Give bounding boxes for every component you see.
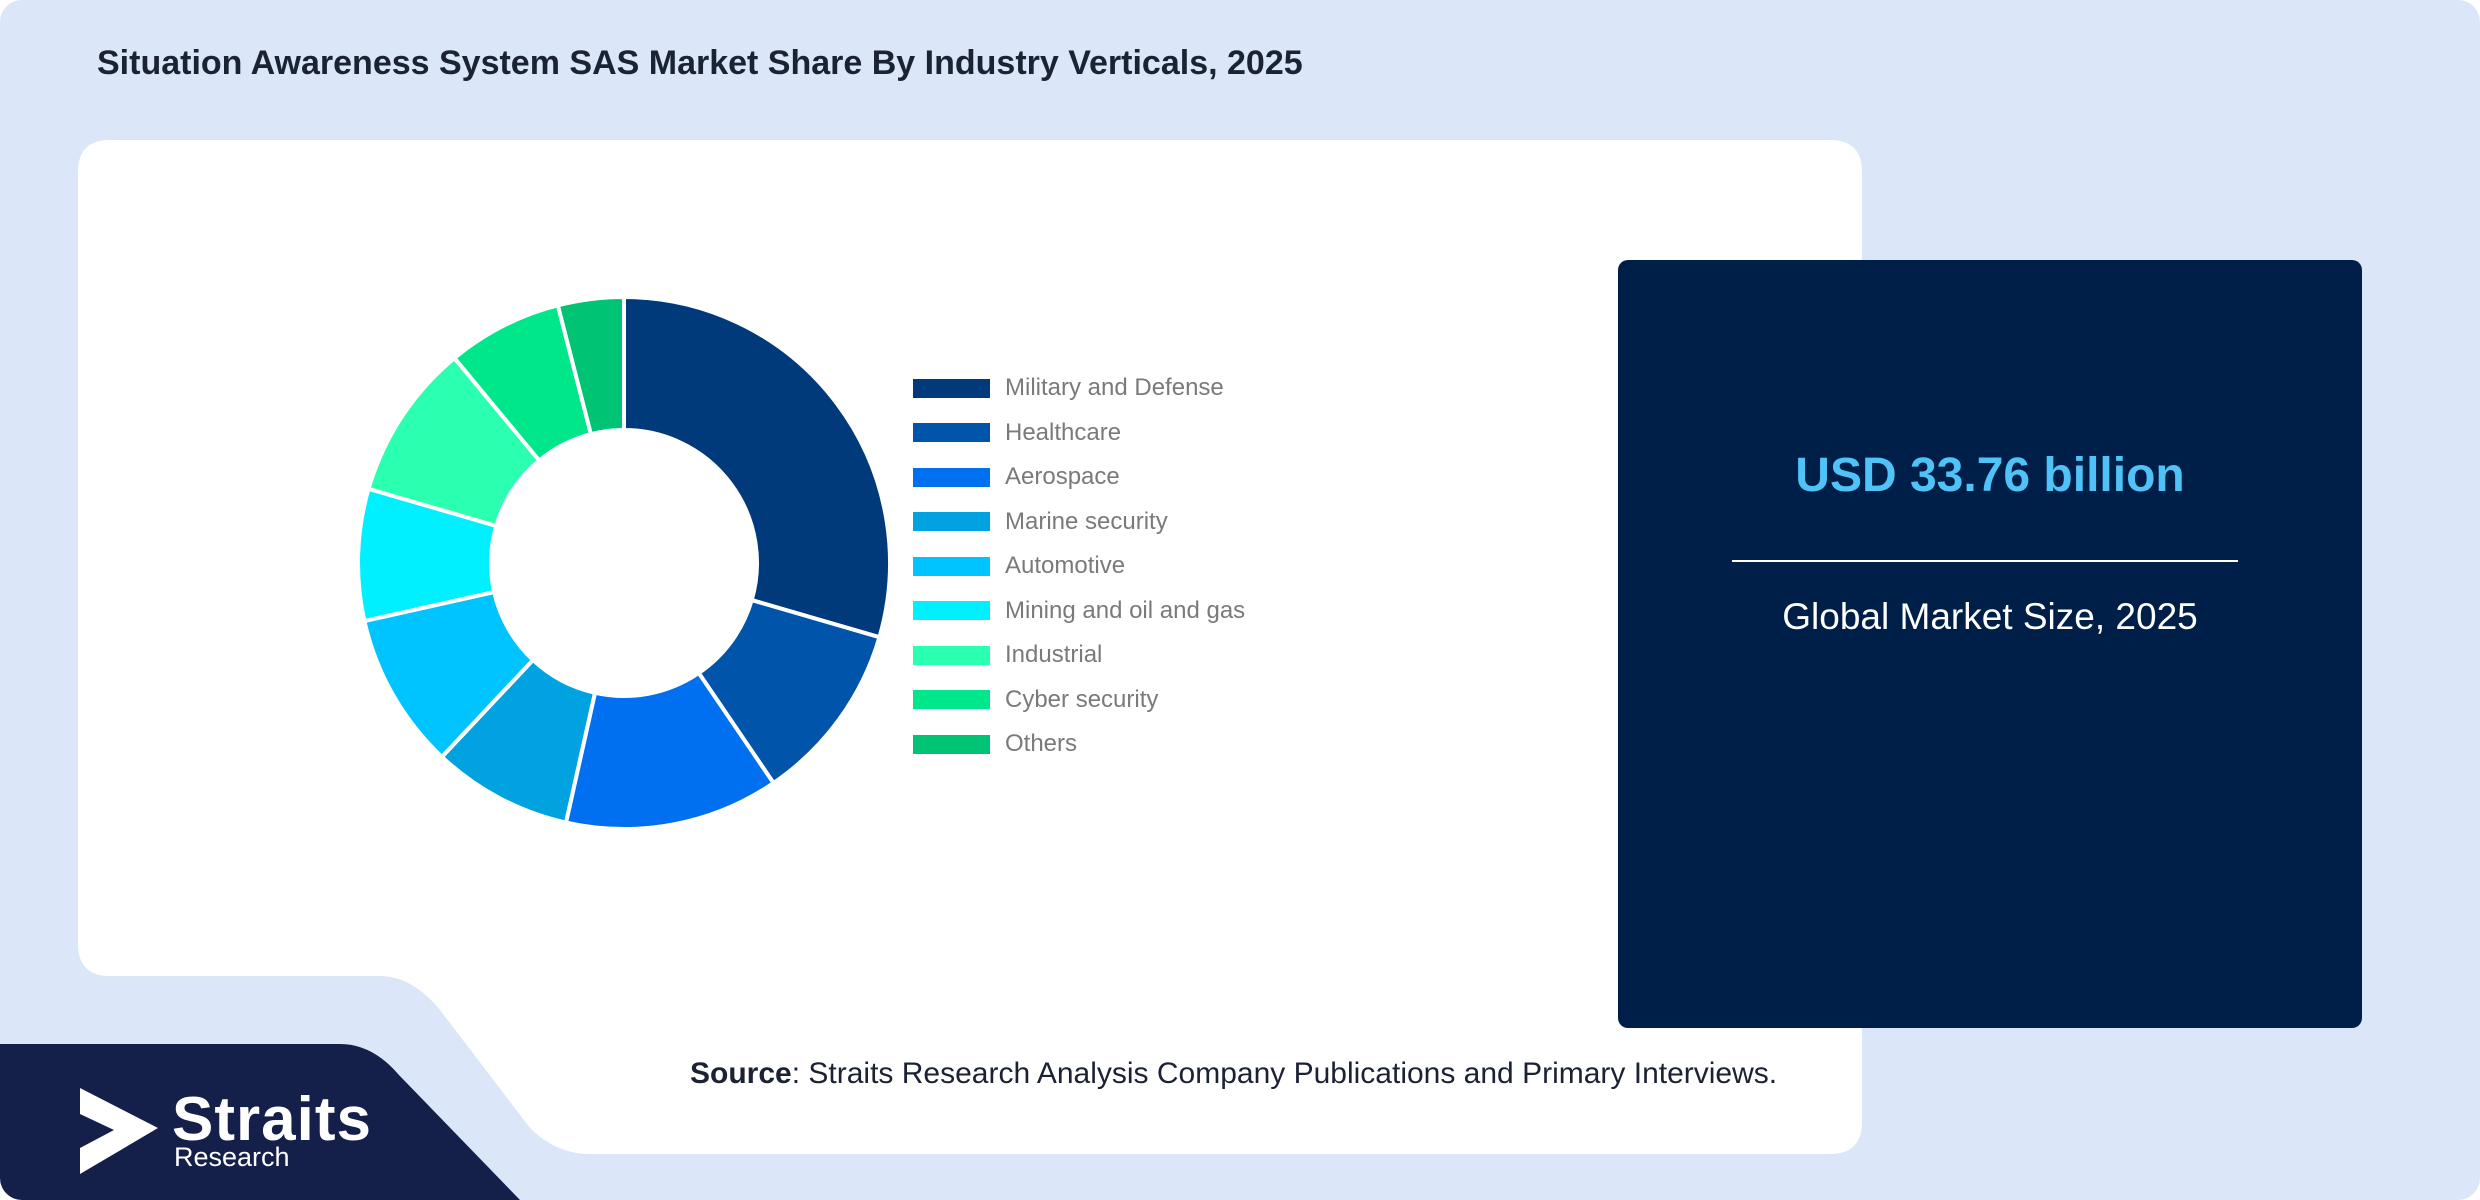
legend-swatch bbox=[913, 512, 990, 532]
legend-item: Cyber security bbox=[913, 678, 1245, 723]
legend-item: Industrial bbox=[913, 633, 1245, 678]
logo-name: Straits bbox=[172, 1085, 372, 1154]
legend-label: Industrial bbox=[1005, 641, 1103, 669]
legend-swatch bbox=[913, 690, 990, 710]
legend-swatch bbox=[913, 423, 990, 443]
source-label: Source bbox=[690, 1057, 792, 1090]
legend-label: Marine security bbox=[1005, 507, 1168, 535]
legend-item: Aerospace bbox=[913, 455, 1245, 500]
logo-subtitle: Research bbox=[174, 1142, 290, 1172]
legend-swatch bbox=[913, 601, 990, 621]
legend-label: Automotive bbox=[1005, 552, 1126, 580]
legend-swatch bbox=[913, 378, 990, 398]
legend-swatch bbox=[913, 645, 990, 665]
legend-swatch bbox=[913, 734, 990, 754]
legend-label: Healthcare bbox=[1005, 418, 1122, 446]
legend-item: Marine security bbox=[913, 500, 1245, 545]
legend-label: Mining and oil and gas bbox=[1005, 596, 1246, 624]
source-text: : Straits Research Analysis Company Publ… bbox=[791, 1057, 1778, 1090]
market-size-card: USD 33.76 billion Global Market Size, 20… bbox=[1618, 260, 2362, 1028]
logo-arrow-icon bbox=[80, 1088, 158, 1174]
legend-label: Cyber security bbox=[1005, 685, 1159, 713]
donut-slice-military-and-defense bbox=[622, 294, 892, 640]
market-size-caption: Global Market Size, 2025 bbox=[1782, 596, 2198, 637]
donut-slice-others bbox=[555, 294, 626, 437]
legend-item: Others bbox=[913, 722, 1245, 767]
source-note: Source: Straits Research Analysis Compan… bbox=[690, 1057, 1777, 1091]
legend-swatch bbox=[913, 556, 990, 576]
logo-band bbox=[0, 1044, 520, 1200]
divider bbox=[1732, 560, 2238, 562]
legend-item: Automotive bbox=[913, 544, 1245, 589]
legend-swatch bbox=[913, 467, 990, 487]
legend-label: Aerospace bbox=[1005, 463, 1120, 491]
chart-legend: Military and Defense Healthcare Aerospace M… bbox=[913, 366, 1245, 767]
legend-item: Military and Defense bbox=[913, 366, 1245, 411]
market-size-value: USD 33.76 billion bbox=[1795, 449, 2185, 502]
legend-item: Mining and oil and gas bbox=[913, 589, 1245, 634]
legend-label: Military and Defense bbox=[1005, 374, 1224, 402]
legend-item: Healthcare bbox=[913, 411, 1245, 456]
page-title: Situation Awareness System SAS Market Sh… bbox=[97, 44, 1303, 82]
legend-label: Others bbox=[1005, 730, 1078, 758]
